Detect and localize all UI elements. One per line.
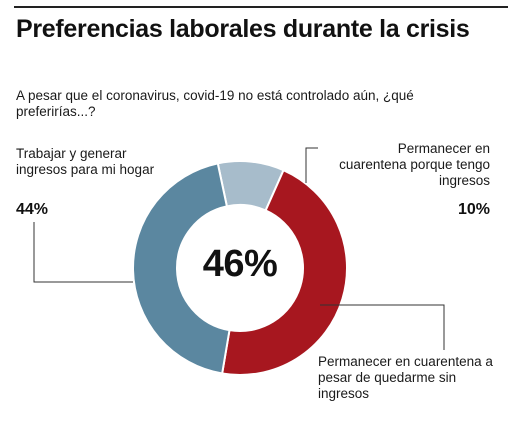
- leader-line-top-right: [305, 147, 318, 183]
- chart-title: Preferencias laborales durante la crisis: [16, 15, 470, 43]
- leader-line-bottom-right: [320, 304, 445, 350]
- slice-label-trabajar: Trabajar y generar ingresos para mi hoga…: [16, 146, 155, 177]
- slice-label-cuarentena-con-ingresos: Permanecer en cuarentena porque tengo in…: [339, 141, 490, 188]
- slice-cuarentena-sin-ingresos: [221, 168, 348, 376]
- top-rule: [14, 6, 508, 8]
- donut-slices: [132, 160, 348, 376]
- leader-lines: [33, 147, 445, 350]
- slice-value-trabajar: 44%: [16, 201, 49, 218]
- slice-label-cuarentena-sin-ingresos: Permanecer en cuarentena a pesar de qued…: [318, 354, 493, 401]
- leader-line-left: [33, 222, 133, 283]
- slice-trabajar: [132, 162, 231, 375]
- slice-value-cuarentena-con-ingresos: 10%: [457, 201, 490, 218]
- chart-subtitle: A pesar que el coronavirus, covid-19 no …: [16, 88, 414, 119]
- center-value: 46%: [202, 243, 278, 285]
